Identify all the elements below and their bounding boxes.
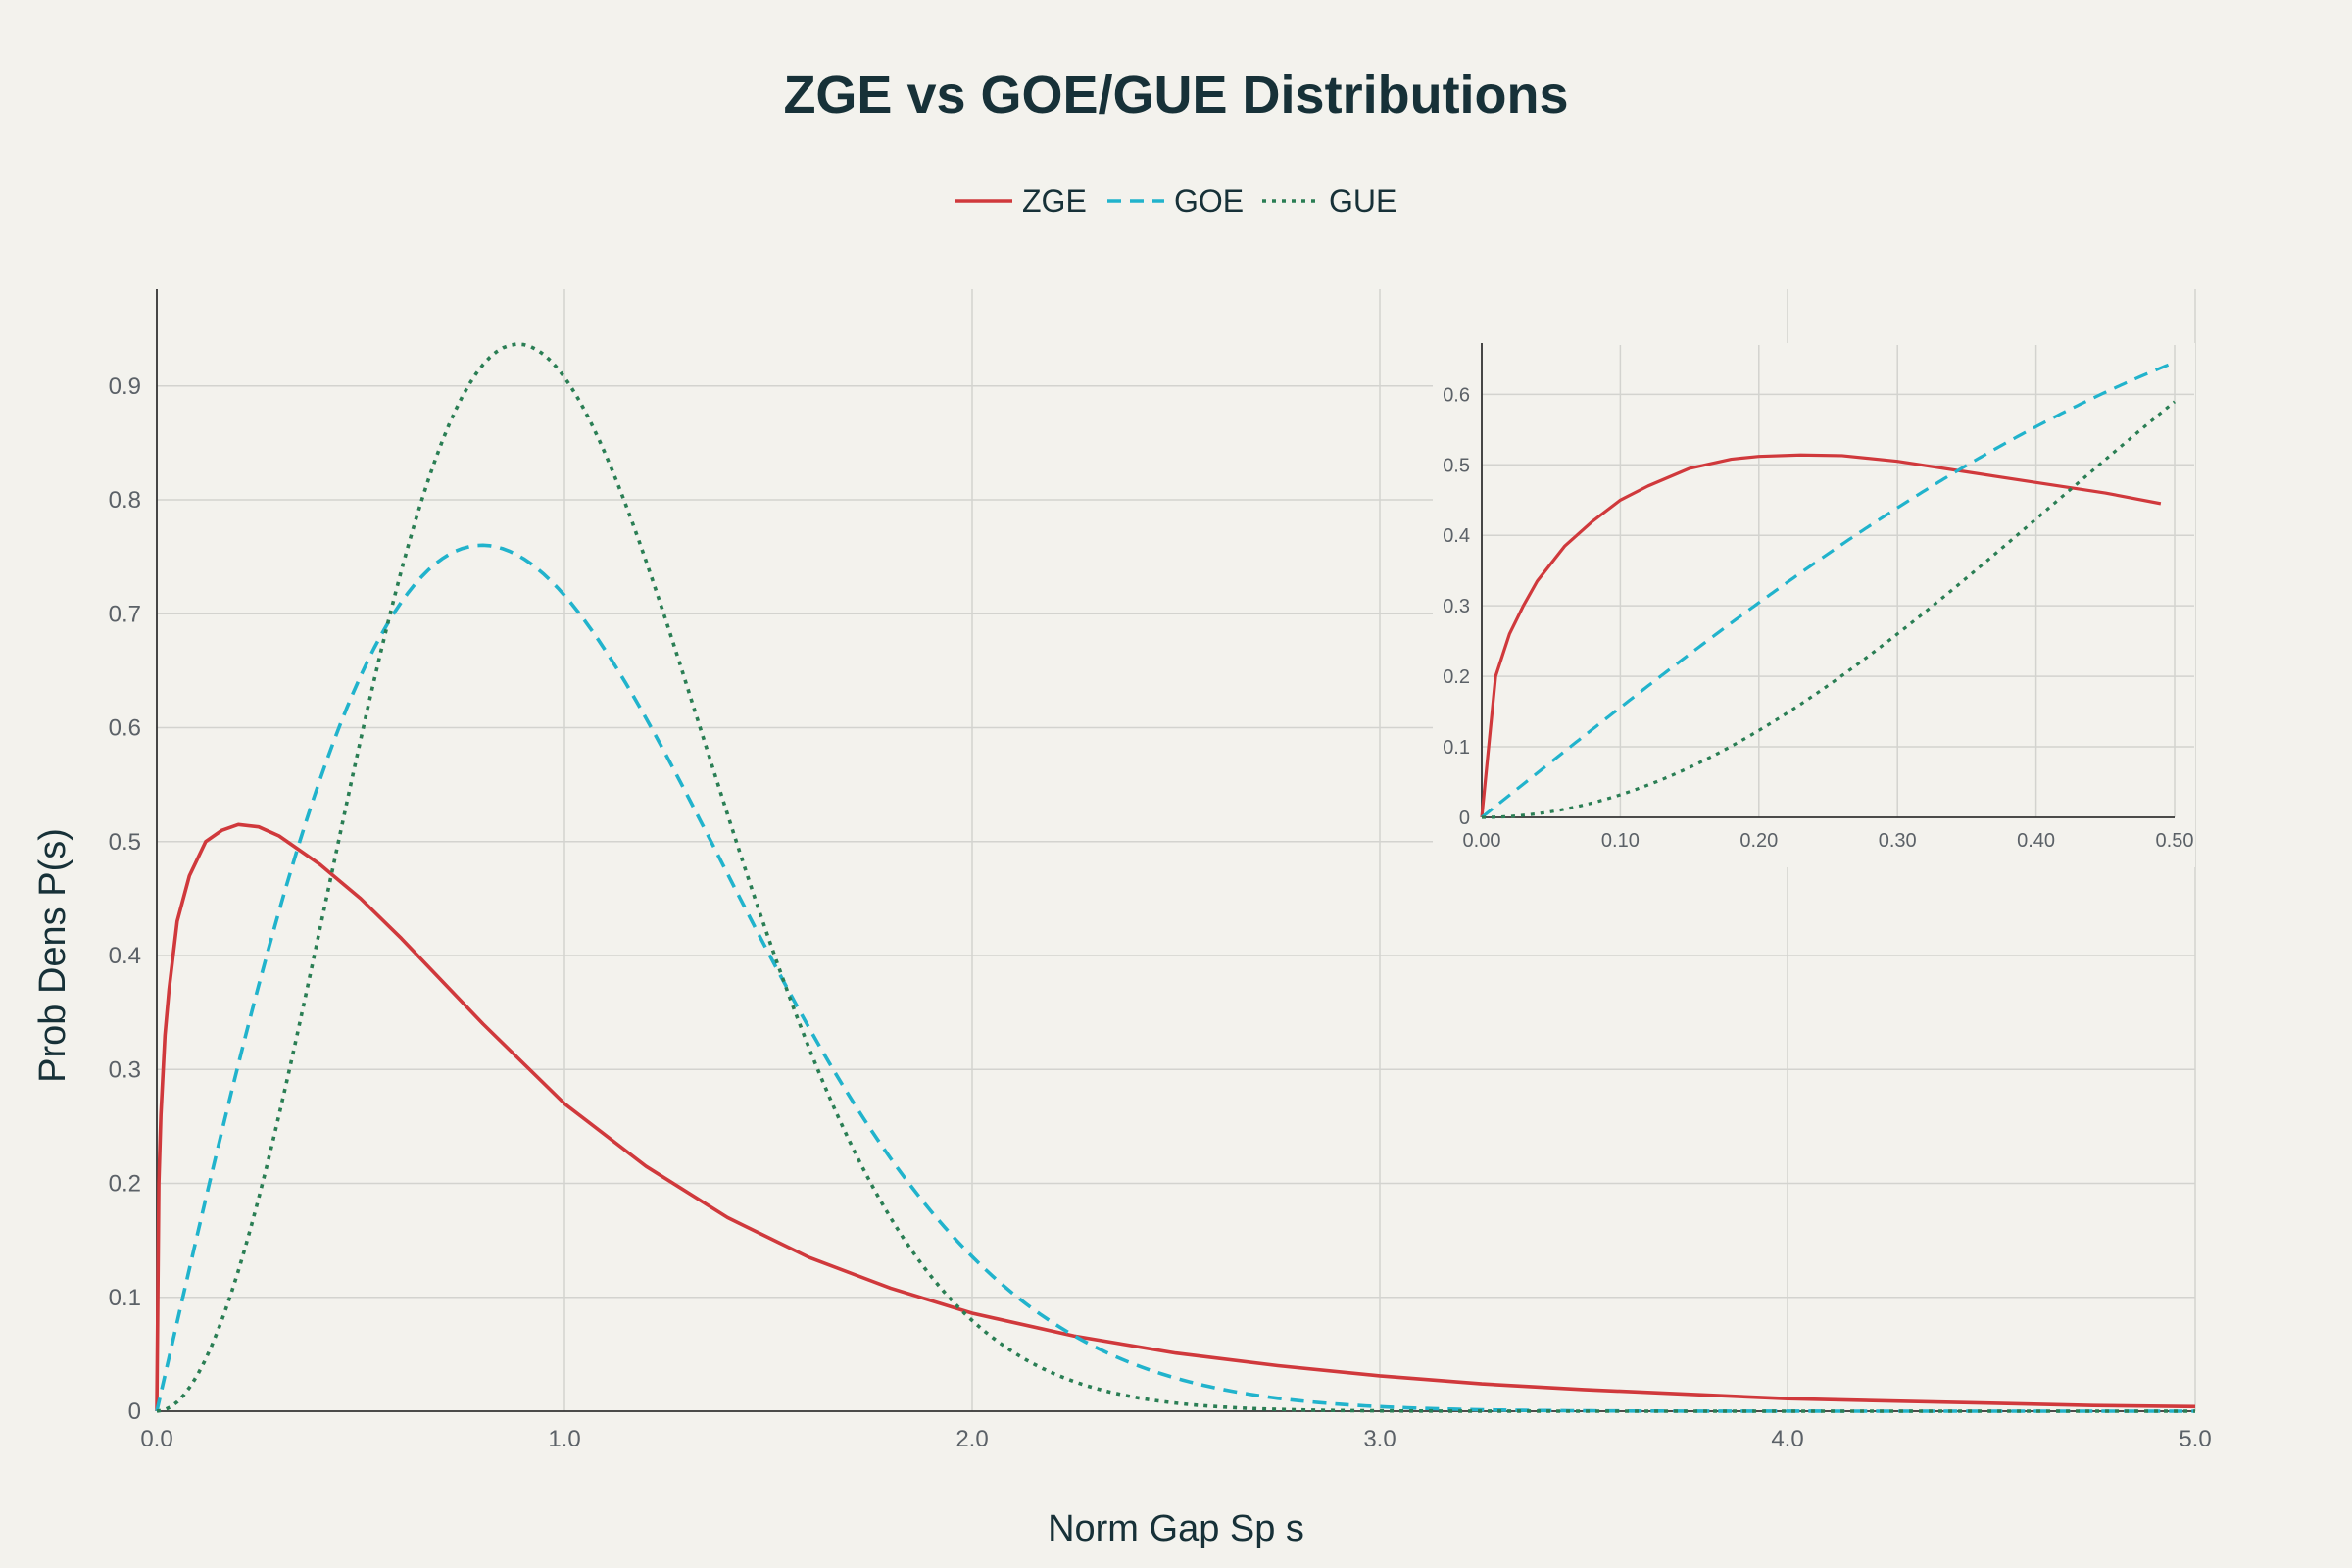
legend-label-gue: GUE bbox=[1329, 183, 1396, 219]
chart-title: ZGE vs GOE/GUE Distributions bbox=[783, 66, 1568, 124]
main-y-tick-label: 0.6 bbox=[109, 715, 141, 742]
inset-x-tick-label: 0.00 bbox=[1463, 830, 1501, 852]
main-y-tick-label: 0.4 bbox=[109, 943, 141, 969]
inset-y-tick-label: 0.5 bbox=[1443, 455, 1470, 476]
main-series-goe-line bbox=[155, 543, 2195, 1413]
main-x-tick-label: 1.0 bbox=[548, 1426, 580, 1452]
inset-y-tick-label: 0 bbox=[1459, 808, 1470, 829]
inset-x-tick-label: 0.20 bbox=[1740, 830, 1778, 852]
main-y-tick-label: 0.7 bbox=[109, 601, 141, 627]
inset-x-tick-label: 0.40 bbox=[2017, 830, 2055, 852]
main-y-tick-label: 0 bbox=[128, 1398, 141, 1425]
inset-series-zge-line bbox=[1480, 453, 2162, 818]
main-x-tick-label: 4.0 bbox=[1771, 1426, 1803, 1452]
main-y-tick-label: 0.5 bbox=[109, 829, 141, 856]
inset-x-tick-label: 0.10 bbox=[1601, 830, 1640, 852]
legend-item-gue[interactable]: GUE bbox=[1262, 183, 1396, 219]
main-y-tick-label: 0.8 bbox=[109, 487, 141, 514]
main-series-zge-line bbox=[155, 822, 2196, 1412]
x-axis-title: Norm Gap Sp s bbox=[1048, 1508, 1304, 1549]
main-y-tick-label: 0.9 bbox=[109, 373, 141, 400]
main-x-tick-label: 5.0 bbox=[2179, 1426, 2211, 1452]
legend-item-goe[interactable]: GOE bbox=[1107, 183, 1244, 219]
inset-x-tick-label: 0.30 bbox=[1879, 830, 1917, 852]
inset-y-tick-label: 0.3 bbox=[1443, 596, 1470, 617]
inset-y-tick-label: 0.6 bbox=[1443, 384, 1470, 406]
main-series-gue-line bbox=[156, 342, 2195, 1413]
legend-label-goe: GOE bbox=[1174, 183, 1244, 219]
legend-item-zge[interactable]: ZGE bbox=[956, 183, 1087, 219]
legend[interactable]: ZGE GOE GUE bbox=[956, 183, 1396, 219]
inset-x-tick-label: 0.50 bbox=[2156, 830, 2194, 852]
y-axis-title: Prob Dens P(s) bbox=[32, 828, 74, 1083]
inset-series-goe-line bbox=[1481, 361, 2176, 819]
inset-plot-area: 0.00 0.10 0.20 0.30 0.40 0.50 0 0.1 0.2 0.3 0.4 0.5… bbox=[1433, 343, 2195, 867]
main-y-tick-label: 0.2 bbox=[109, 1171, 141, 1198]
main-y-tick-label: 0.1 bbox=[109, 1285, 141, 1311]
main-x-tick-label: 2.0 bbox=[956, 1426, 988, 1452]
inset-y-tick-label: 0.4 bbox=[1443, 525, 1470, 547]
main-x-tick-label: 3.0 bbox=[1363, 1426, 1396, 1452]
main-y-tick-label: 0.3 bbox=[109, 1056, 141, 1083]
legend-label-zge: ZGE bbox=[1022, 183, 1087, 219]
inset-y-tick-label: 0.1 bbox=[1443, 737, 1470, 759]
main-x-tick-label: 0.0 bbox=[140, 1426, 172, 1452]
inset-y-tick-label: 0.2 bbox=[1443, 666, 1470, 688]
